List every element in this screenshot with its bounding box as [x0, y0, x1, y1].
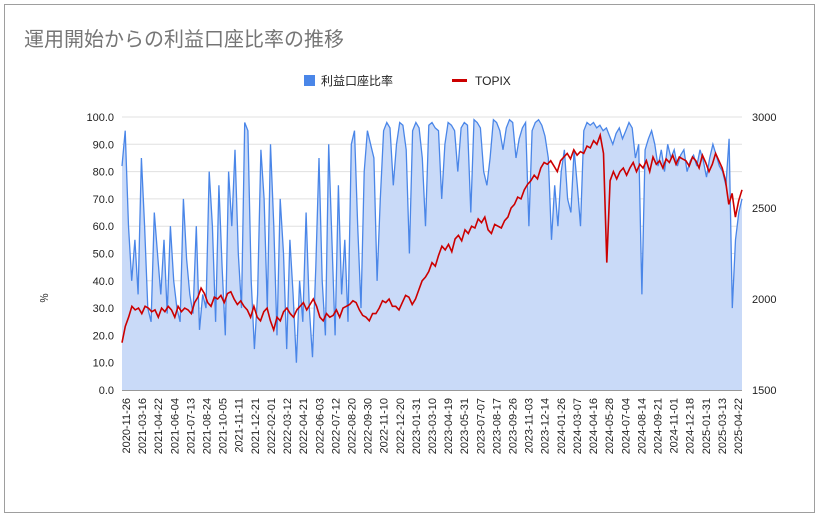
x-tick-label: 2024-01-26: [556, 398, 568, 454]
x-tick-label: 2021-07-13: [185, 398, 197, 454]
x-tick-label: 2022-09-30: [363, 398, 375, 454]
x-tick-label: 2021-12-21: [250, 398, 262, 454]
x-tick-label: 2022-03-12: [282, 398, 294, 454]
x-tick-label: 2023-12-14: [540, 398, 552, 454]
x-tick-label: 2022-06-03: [314, 398, 326, 454]
x-tick-label: 2024-09-21: [652, 398, 664, 454]
x-tick-label: 2021-11-11: [234, 398, 246, 453]
x-tick-label: 2023-04-19: [443, 398, 455, 454]
left-tick-label: 10.0: [93, 358, 114, 370]
left-tick-label: 40.0: [93, 276, 114, 288]
plot-area: [121, 118, 743, 390]
right-tick-label: 3000: [752, 112, 776, 124]
left-tick-label: 60.0: [93, 221, 114, 233]
legend-label-ratio: 利益口座比率: [321, 73, 393, 88]
x-tick-label: 2023-01-31: [411, 398, 423, 454]
legend-label-topix: TOPIX: [475, 74, 511, 88]
x-tick-label: 2022-08-20: [346, 398, 358, 454]
x-tick-label: 2023-08-17: [491, 398, 503, 454]
left-tick-label: 30.0: [93, 303, 114, 315]
left-tick-label: 90.0: [93, 139, 114, 151]
left-tick-label: 80.0: [93, 167, 114, 179]
x-tick-label: 2022-07-12: [330, 398, 342, 454]
left-axis-title: ％: [40, 293, 51, 303]
right-tick-label: 1500: [752, 385, 776, 397]
topix-series-line: [121, 132, 743, 343]
x-tick-label: 2025-01-31: [701, 398, 713, 454]
right-tick-label: 2000: [752, 294, 776, 306]
left-tick-label: 100.0: [86, 112, 114, 124]
legend-swatch-topix: [452, 79, 467, 82]
ratio-series-line: [121, 118, 743, 363]
x-tick-label: 2022-12-20: [395, 398, 407, 454]
x-tick-label: 2021-03-16: [137, 398, 149, 454]
x-tick-label: 2024-04-16: [588, 398, 600, 454]
x-tick-label: 2022-04-21: [298, 398, 310, 454]
x-tick-label: 2024-05-28: [604, 398, 616, 454]
x-tick-label: 2022-02-01: [266, 398, 278, 454]
legend: 利益口座比率 TOPIX: [304, 73, 511, 88]
left-tick-label: 50.0: [93, 249, 114, 261]
x-tick-label: 2024-07-04: [620, 398, 632, 454]
x-tick-label: 2021-08-24: [202, 398, 214, 454]
x-axis-ticks: 2020-11-26 2021-03-16 2021-04-22 2021-06-04…: [121, 398, 745, 454]
x-tick-label: 2024-08-14: [636, 398, 648, 454]
x-tick-label: 2023-07-07: [475, 398, 487, 454]
chart-title: 運用開始からの利益口座比率の推移: [24, 27, 344, 51]
x-tick-label: 2024-12-18: [685, 398, 697, 454]
ratio-area-fill: [122, 119, 742, 390]
right-axis-ticks: 1500 2000 2500 3000: [752, 112, 776, 397]
legend-swatch-ratio: [304, 75, 315, 86]
left-tick-label: 0.0: [99, 385, 114, 397]
x-tick-label: 2025-03-13: [717, 398, 729, 454]
left-tick-label: 20.0: [93, 330, 114, 342]
x-tick-label: 2020-11-26: [121, 398, 133, 453]
x-tick-label: 2023-09-26: [508, 398, 520, 454]
left-axis-ticks: 0.0 10.0 20.0 30.0 40.0 50.0 60.0 70.0 80.0 90.0 1…: [86, 112, 114, 397]
x-tick-label: 2023-11-03: [524, 398, 536, 453]
x-tick-label: 2021-10-05: [218, 398, 230, 454]
x-tick-label: 2024-11-01: [669, 398, 681, 453]
right-tick-label: 2500: [752, 203, 776, 215]
x-tick-label: 2021-06-04: [169, 398, 181, 454]
x-tick-label: 2025-04-22: [733, 398, 745, 454]
left-tick-label: 70.0: [93, 194, 114, 206]
x-tick-label: 2024-03-07: [572, 398, 584, 454]
x-tick-label: 2022-11-10: [379, 398, 391, 453]
x-tick-label: 2023-03-10: [427, 398, 439, 454]
x-tick-label: 2023-05-31: [459, 398, 471, 454]
x-tick-label: 2021-04-22: [153, 398, 165, 454]
